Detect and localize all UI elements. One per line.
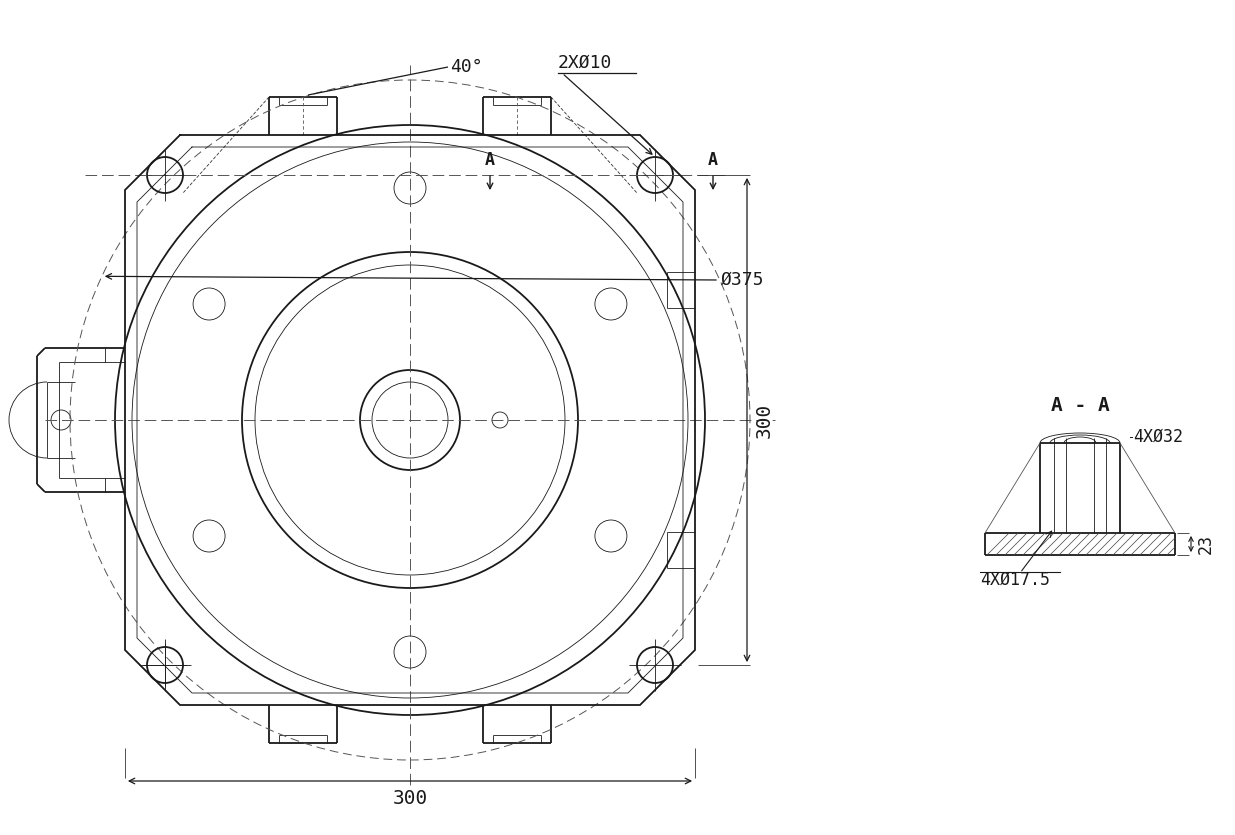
Text: A: A	[485, 151, 495, 169]
Text: 300: 300	[755, 402, 774, 438]
Text: A: A	[708, 151, 718, 169]
Text: 40°: 40°	[450, 58, 483, 76]
Text: Ø375: Ø375	[721, 271, 764, 289]
Text: 4XØ32: 4XØ32	[1132, 428, 1183, 446]
Text: 4XØ17.5: 4XØ17.5	[981, 571, 1050, 589]
Text: 300: 300	[393, 789, 427, 808]
Text: A - A: A - A	[1051, 396, 1109, 415]
Text: 2XØ10: 2XØ10	[558, 54, 613, 72]
Text: 23: 23	[1197, 534, 1215, 554]
